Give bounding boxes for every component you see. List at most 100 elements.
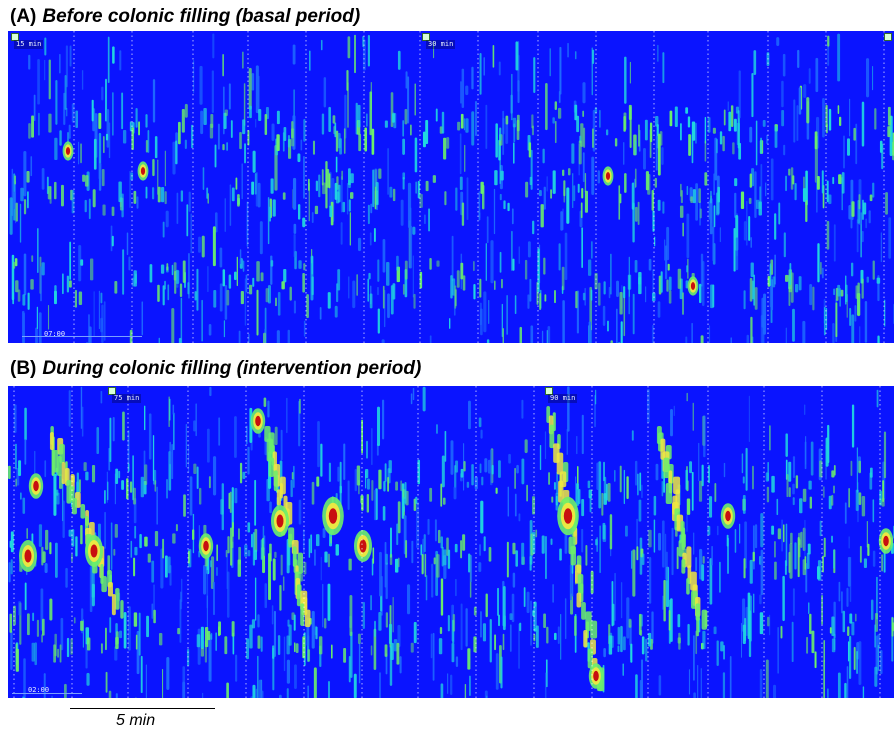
heatmap-streak xyxy=(438,638,443,655)
heatmap-streak xyxy=(505,115,509,125)
heatmap-streak xyxy=(54,633,57,657)
heatmap-streak xyxy=(465,608,468,647)
heatmap-streak xyxy=(583,127,586,148)
heatmap-streak xyxy=(828,108,832,131)
heatmap-streak xyxy=(538,189,542,197)
heatmap-streak xyxy=(404,260,408,280)
heatmap-streak xyxy=(432,632,435,681)
heatmap-streak xyxy=(293,614,296,631)
heatmap-streak xyxy=(295,643,299,653)
heatmap-streak xyxy=(881,554,884,572)
heatmap-streak xyxy=(865,218,868,229)
heatmap-streak xyxy=(297,153,301,163)
heatmap-streak xyxy=(711,546,713,566)
heatmap-streak xyxy=(282,132,285,152)
heatmap-streak xyxy=(186,204,189,237)
heatmap-streak xyxy=(232,632,235,655)
heatmap-streak xyxy=(68,529,72,537)
heatmap-streak xyxy=(71,529,75,547)
heatmap-streak xyxy=(880,649,883,675)
heatmap-streak xyxy=(264,328,266,343)
panel-b-timeline xyxy=(12,693,82,694)
heatmap-streak xyxy=(12,291,15,305)
heatmap-streak xyxy=(68,124,71,139)
heatmap-streak xyxy=(462,275,466,291)
heatmap-streak xyxy=(548,472,550,485)
heatmap-streak xyxy=(777,627,779,674)
heatmap-streak xyxy=(10,630,13,671)
heatmap-streak xyxy=(848,98,851,137)
heatmap-streak xyxy=(151,603,154,619)
heatmap-streak xyxy=(766,486,770,503)
heatmap-streak xyxy=(704,117,707,144)
heatmap-streak xyxy=(444,430,447,462)
heatmap-streak xyxy=(364,127,368,152)
heatmap-streak xyxy=(293,300,296,314)
heatmap-streak xyxy=(786,473,789,498)
heatmap-streak xyxy=(145,664,147,698)
heatmap-streak xyxy=(441,111,445,134)
heatmap-streak xyxy=(413,622,417,644)
heatmap-streak xyxy=(574,51,577,60)
heatmap-streak xyxy=(743,290,746,310)
heatmap-wave xyxy=(558,480,564,503)
heatmap-streak xyxy=(200,648,205,657)
heatmap-streak xyxy=(82,174,86,182)
heatmap-streak xyxy=(447,673,449,694)
panel-b-tag-1: 75 min xyxy=(112,394,142,403)
heatmap-streak xyxy=(670,408,673,437)
heatmap-streak xyxy=(692,189,696,204)
heatmap-streak xyxy=(847,556,851,587)
heatmap-streak xyxy=(324,618,327,629)
heatmap-streak xyxy=(584,172,587,193)
heatmap-streak xyxy=(835,302,838,338)
heatmap-streak xyxy=(567,386,570,432)
heatmap-streak xyxy=(575,290,578,309)
heatmap-streak xyxy=(100,390,103,404)
heatmap-streak xyxy=(80,620,84,631)
heatmap-streak xyxy=(809,284,813,306)
heatmap-streak xyxy=(841,172,845,194)
heatmap-streak xyxy=(516,464,519,474)
heatmap-streak xyxy=(802,188,807,202)
heatmap-streak xyxy=(245,274,248,293)
heatmap-streak xyxy=(734,528,737,553)
heatmap-wave xyxy=(111,594,116,616)
heatmap-streak xyxy=(449,318,451,329)
heatmap-streak xyxy=(135,108,138,128)
heatmap-streak xyxy=(614,469,616,482)
heatmap-streak xyxy=(425,575,428,601)
heatmap-streak xyxy=(164,150,167,187)
heatmap-streak xyxy=(428,208,430,232)
heatmap-streak xyxy=(51,695,53,698)
heatmap-streak xyxy=(455,656,459,667)
heatmap-streak xyxy=(793,99,796,143)
heatmap-streak xyxy=(685,469,688,490)
heatmap-streak xyxy=(842,135,846,169)
heatmap-streak xyxy=(450,674,453,695)
heatmap-streak xyxy=(61,184,64,207)
heatmap-streak xyxy=(152,159,155,177)
heatmap-streak xyxy=(69,45,72,67)
heatmap-streak xyxy=(9,540,13,548)
heatmap-streak xyxy=(853,646,856,670)
heatmap-streak xyxy=(218,626,220,637)
heatmap-streak xyxy=(749,277,753,302)
heatmap-streak xyxy=(530,600,533,646)
heatmap-streak xyxy=(623,142,625,165)
heatmap-streak xyxy=(366,478,370,490)
heatmap-streak xyxy=(387,476,390,492)
heatmap-streak xyxy=(754,171,757,218)
heatmap-streak xyxy=(631,430,634,441)
heatmap-streak xyxy=(269,206,271,222)
heatmap-hotspot xyxy=(140,167,146,175)
heatmap-streak xyxy=(828,194,832,205)
event-marker-icon xyxy=(11,33,19,41)
heatmap-streak xyxy=(184,103,188,118)
heatmap-streak xyxy=(572,173,574,209)
heatmap-streak xyxy=(602,524,607,543)
heatmap-streak xyxy=(105,78,108,122)
heatmap-streak xyxy=(80,386,83,429)
heatmap-streak xyxy=(638,613,642,636)
heatmap-streak xyxy=(378,168,382,179)
